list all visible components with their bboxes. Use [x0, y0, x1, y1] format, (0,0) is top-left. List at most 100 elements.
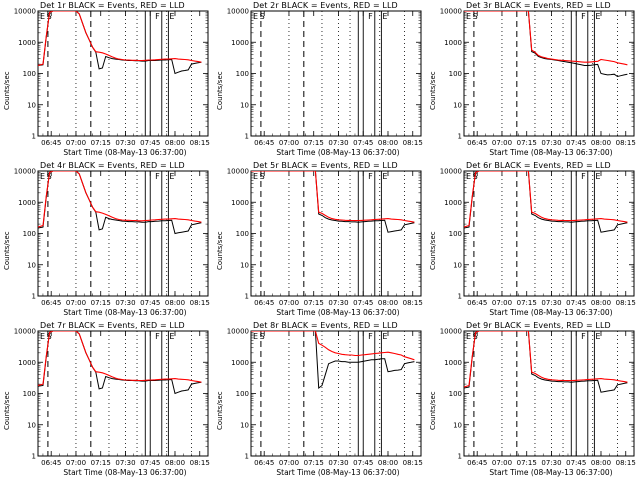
marker-label: F [155, 332, 160, 341]
marker-label: E [595, 332, 600, 341]
plot-frame [250, 330, 422, 457]
x-tick-label: 07:00 [66, 459, 86, 467]
x-tick-label: 08:15 [403, 139, 423, 147]
y-tick-label: 10000 [14, 168, 36, 176]
marker-label: E [595, 12, 600, 21]
y-tick-label: 10000 [14, 8, 36, 16]
panel-title: Det 4r BLACK = Events, RED = LLD [40, 161, 185, 170]
x-tick-label: 08:15 [616, 139, 636, 147]
x-tick-label: 07:15 [304, 139, 324, 147]
panel-title: Det 2r BLACK = Events, RED = LLD [253, 1, 398, 10]
x-axis-label: Start Time (08-May-13 06:37:00) [489, 308, 613, 317]
marker-label: S [260, 172, 265, 181]
marker-label: E [466, 332, 471, 341]
x-tick-label: 08:00 [165, 459, 185, 467]
y-axis-label: Counts/sec [3, 71, 11, 110]
y-tick-label: 1 [458, 293, 462, 301]
x-tick-label: 08:15 [403, 459, 423, 467]
x-tick-label: 07:00 [279, 139, 299, 147]
panel-title: Det 9r BLACK = Events, RED = LLD [466, 321, 611, 330]
x-tick-label: 08:00 [165, 139, 185, 147]
x-tick-label: 07:15 [91, 459, 111, 467]
panel-title: Det 5r BLACK = Events, RED = LLD [253, 161, 398, 170]
lld-series-line [464, 11, 628, 66]
y-axis-label: Counts/sec [216, 71, 224, 110]
events-series-line [464, 171, 628, 233]
y-tick-label: 100 [23, 230, 36, 238]
x-tick-label: 07:45 [566, 299, 586, 307]
x-tick-label: 08:15 [190, 459, 210, 467]
marker-label: E [382, 332, 387, 341]
x-tick-label: 06:45 [41, 459, 61, 467]
x-tick-label: 08:15 [190, 299, 210, 307]
y-tick-label: 1 [245, 293, 249, 301]
y-tick-label: 10000 [227, 168, 249, 176]
y-tick-label: 10 [27, 261, 36, 269]
lld-series-line [38, 11, 202, 67]
x-tick-label: 06:45 [467, 459, 487, 467]
marker-label: F [155, 172, 160, 181]
detector-panel: 1 10 100 1000 10000 06:45 07:00 07:15 07:30 07:45… [426, 320, 639, 480]
x-tick-label: 08:15 [403, 299, 423, 307]
y-axis-label: Counts/sec [3, 391, 11, 430]
x-tick-label: 07:30 [541, 139, 561, 147]
plot-frame [250, 10, 422, 137]
x-axis-label: Start Time (08-May-13 06:37:00) [276, 308, 400, 317]
y-tick-label: 1 [458, 453, 462, 461]
panel-plot: 1 10 100 1000 10000 06:45 07:00 07:15 07:30 07:45… [227, 168, 423, 308]
detector-panel: 1 10 100 1000 10000 06:45 07:00 07:15 07:30 07:45… [426, 160, 639, 320]
y-tick-label: 100 [449, 70, 462, 78]
y-tick-label: 10000 [440, 168, 462, 176]
x-tick-label: 07:45 [566, 459, 586, 467]
lld-series-line [251, 331, 415, 361]
y-tick-label: 1000 [18, 359, 36, 367]
y-tick-label: 10 [240, 421, 249, 429]
x-tick-label: 07:15 [304, 299, 324, 307]
x-tick-label: 07:30 [115, 299, 135, 307]
marker-label: S [260, 332, 265, 341]
marker-label: S [473, 12, 478, 21]
x-tick-label: 06:45 [467, 299, 487, 307]
marker-label: E [169, 332, 174, 341]
y-tick-label: 100 [236, 70, 249, 78]
marker-label: E [595, 172, 600, 181]
panel-plot: 1 10 100 1000 10000 06:45 07:00 07:15 07:30 07:45… [440, 168, 636, 308]
marker-label: E [169, 172, 174, 181]
y-tick-label: 10000 [227, 8, 249, 16]
plot-frame [463, 330, 635, 457]
panel-title: Det 6r BLACK = Events, RED = LLD [466, 161, 611, 170]
x-tick-label: 06:45 [41, 299, 61, 307]
detector-panel: 1 10 100 1000 10000 06:45 07:00 07:15 07:30 07:45… [213, 320, 426, 480]
y-tick-label: 1 [32, 133, 36, 141]
x-tick-label: 07:30 [541, 299, 561, 307]
x-tick-label: 07:30 [115, 139, 135, 147]
y-axis-label: Counts/sec [216, 231, 224, 270]
y-tick-label: 1000 [231, 359, 249, 367]
x-tick-label: 07:15 [517, 299, 537, 307]
x-tick-label: 07:45 [353, 139, 373, 147]
plot-frame [37, 10, 209, 137]
y-tick-label: 1 [32, 293, 36, 301]
y-tick-label: 100 [449, 390, 462, 398]
x-tick-label: 07:15 [517, 459, 537, 467]
panel-plot: 1 10 100 1000 10000 06:45 07:00 07:15 07:30 07:45… [227, 8, 423, 148]
x-tick-label: 07:00 [66, 139, 86, 147]
panel-title: Det 7r BLACK = Events, RED = LLD [40, 321, 185, 330]
y-tick-label: 100 [23, 390, 36, 398]
panel-plot: 1 10 100 1000 10000 06:45 07:00 07:15 07:30 07:45… [14, 8, 210, 148]
x-tick-label: 06:45 [254, 139, 274, 147]
marker-label: F [581, 12, 586, 21]
x-tick-label: 07:45 [566, 139, 586, 147]
x-axis-label: Start Time (08-May-13 06:37:00) [63, 308, 187, 317]
lld-series-line [251, 171, 415, 223]
x-tick-label: 08:00 [378, 459, 398, 467]
y-axis-label: Counts/sec [429, 391, 437, 430]
events-series-line [251, 331, 415, 389]
detector-panel: 1 10 100 1000 10000 06:45 07:00 07:15 07:30 07:45… [0, 160, 213, 320]
plot-frame [37, 330, 209, 457]
y-tick-label: 100 [236, 230, 249, 238]
y-tick-label: 10 [240, 101, 249, 109]
y-axis-label: Counts/sec [3, 231, 11, 270]
x-tick-label: 07:30 [115, 459, 135, 467]
y-tick-label: 10 [453, 421, 462, 429]
